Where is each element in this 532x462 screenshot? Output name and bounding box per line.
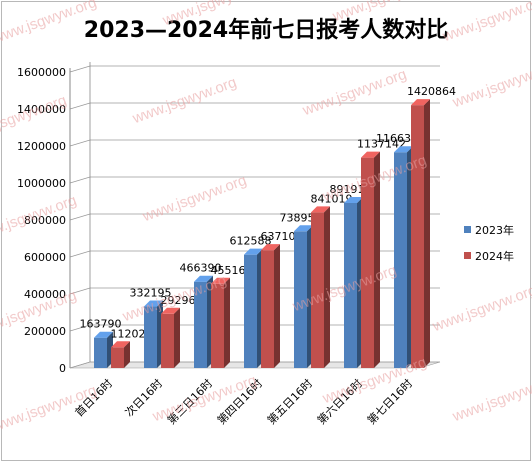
bar: [394, 152, 407, 368]
data-label: 612588: [230, 235, 272, 248]
legend-label: 2023年: [475, 223, 514, 237]
chart-title: 2023—2024年前七日报考人数对比: [83, 18, 449, 43]
bar: [344, 202, 357, 368]
bar-top: [261, 244, 280, 251]
data-label: 1137142: [357, 138, 406, 151]
bar-side: [124, 341, 130, 368]
gridline: [69, 102, 440, 110]
y-tick-label: 800000: [24, 214, 66, 227]
bar: [161, 313, 174, 368]
bar: [411, 105, 424, 368]
gridline: [69, 213, 440, 221]
y-tick-label: 1000000: [17, 177, 66, 190]
bar-top: [411, 99, 430, 106]
data-label: 637108: [261, 230, 303, 243]
y-tick-label: 400000: [24, 288, 66, 301]
bar: [244, 254, 257, 368]
x-tick-label: 首日16时: [72, 376, 115, 419]
bar-side: [424, 99, 430, 368]
data-label: 1420864: [407, 85, 456, 98]
data-label: 292964: [161, 294, 203, 307]
bar: [311, 212, 324, 368]
bar-top: [194, 275, 213, 282]
data-label: 163790: [80, 318, 122, 331]
bar: [144, 306, 157, 368]
y-tick-label: 600000: [24, 251, 66, 264]
bar-side: [224, 277, 230, 368]
x-tick-label: 第五日16时: [264, 376, 315, 427]
legend-swatch: [464, 252, 471, 259]
legend-label: 2024年: [475, 249, 514, 263]
bar-side: [174, 307, 180, 368]
bar: [94, 337, 107, 368]
bar-top: [211, 277, 230, 284]
bar: [211, 283, 224, 368]
bar-top: [161, 307, 180, 314]
bar-top: [344, 196, 363, 203]
bar-top: [294, 225, 313, 232]
gridline: [69, 65, 440, 73]
y-tick-label: 1200000: [17, 140, 66, 153]
bar: [194, 281, 207, 368]
bar-top: [394, 146, 413, 153]
bar: [294, 231, 307, 368]
data-label: 332195: [130, 287, 172, 300]
legend-swatch: [464, 226, 471, 233]
y-tick-label: 1400000: [17, 103, 66, 116]
y-tick-label: 200000: [24, 325, 66, 338]
bar-side: [324, 206, 330, 368]
data-label: 455167: [211, 264, 253, 277]
data-label: 841019: [311, 192, 353, 205]
bar-top: [361, 151, 380, 158]
y-tick-label: 1600000: [17, 66, 66, 79]
bar-side: [374, 151, 380, 368]
x-tick-label: 第四日16时: [214, 376, 265, 427]
x-tick-label: 次日16时: [122, 376, 165, 419]
bar-top: [111, 341, 130, 348]
bar: [261, 250, 274, 368]
data-label: 466390: [180, 262, 222, 275]
bar-top: [94, 331, 113, 338]
x-tick-label: 第六日16时: [314, 376, 365, 427]
bar-side: [274, 244, 280, 368]
bar-top: [311, 206, 330, 213]
bar-top: [144, 300, 163, 307]
bar: [361, 157, 374, 368]
bar: [111, 347, 124, 368]
gridline: [69, 176, 440, 184]
data-label: 112022: [111, 327, 153, 340]
bar-top: [244, 248, 263, 255]
x-tick-label: 第三日16时: [164, 376, 215, 427]
y-tick-label: 0: [59, 362, 66, 375]
x-tick-label: 第七日16时: [364, 376, 415, 427]
